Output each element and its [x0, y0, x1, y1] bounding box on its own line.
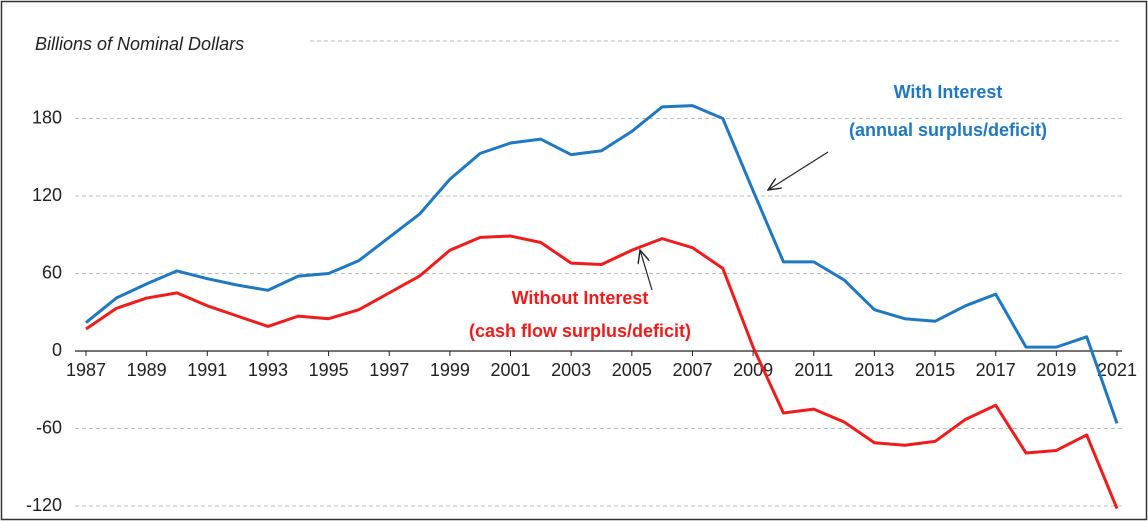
x-tick-label: 1989 — [127, 360, 167, 380]
x-tick-label: 2007 — [672, 360, 712, 380]
annotation: With Interest — [894, 82, 1003, 102]
x-tick-label: 1995 — [309, 360, 349, 380]
x-tick-label: 1991 — [187, 360, 227, 380]
y-tick-label: -120 — [26, 495, 62, 515]
x-tick-label: 2005 — [612, 360, 652, 380]
y-tick-label: 180 — [32, 107, 62, 127]
x-tick-label: 2003 — [551, 360, 591, 380]
x-tick-label: 1997 — [369, 360, 409, 380]
x-tick-label: 2011 — [794, 360, 833, 380]
y-tick-label: -60 — [36, 417, 62, 437]
annotation: Without Interest — [512, 288, 649, 308]
series-line — [85, 104, 1119, 424]
x-tick-label: 1993 — [248, 360, 288, 380]
x-tick-label: 2021 — [1097, 360, 1137, 380]
arrow — [768, 151, 829, 190]
x-tick-label: 2013 — [854, 360, 894, 380]
x-tick-label: 2009 — [733, 360, 773, 380]
annotation: (annual surplus/deficit) — [849, 120, 1047, 140]
series-line — [85, 234, 1119, 510]
x-tick-label: 2017 — [976, 360, 1016, 380]
y-tick-label: 0 — [52, 340, 62, 360]
x-tick-label: 2001 — [491, 360, 531, 380]
x-tick-label: 2015 — [915, 360, 955, 380]
annotation: (cash flow surplus/deficit) — [469, 321, 691, 341]
y-axis-label: Billions of Nominal Dollars — [35, 34, 244, 54]
x-tick-label: 1987 — [66, 360, 106, 380]
x-tick-label: 2019 — [1036, 360, 1076, 380]
arrow — [640, 250, 653, 291]
y-tick-label: 60 — [42, 262, 62, 282]
y-tick-label: 120 — [32, 185, 62, 205]
x-tick-label: 1999 — [430, 360, 470, 380]
